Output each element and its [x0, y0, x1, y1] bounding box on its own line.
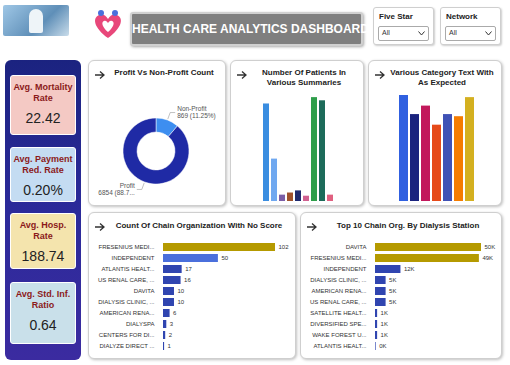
svg-text:FRESENIUS MEDI...: FRESENIUS MEDI... [98, 244, 154, 250]
html-text:Avg. Hosp. Rate: Avg. Hosp. Rate [19, 220, 67, 241]
svg-text:DIALYSPA: DIALYSPA [126, 321, 154, 327]
svg-text:5K: 5K [389, 288, 396, 294]
html-text:All: All [449, 29, 457, 36]
html-text:Avg. Std. Inf. Ratio: Avg. Std. Inf. Ratio [15, 289, 71, 310]
svg-text:2: 2 [169, 332, 173, 338]
svg-text:ATLANTIS HEALT...: ATLANTIS HEALT... [313, 343, 366, 349]
svg-text:1K: 1K [381, 310, 388, 316]
svg-text:102: 102 [279, 244, 290, 250]
html-text:Avg. Mortality Rate: Avg. Mortality Rate [13, 82, 73, 103]
svg-text:50K: 50K [485, 244, 496, 250]
html-text:Profit Vs Non-Profit Count: Profit Vs Non-Profit Count [114, 68, 214, 77]
svg-text:INDEPENDENT: INDEPENDENT [323, 266, 366, 272]
svg-text:17: 17 [185, 266, 192, 272]
svg-text:US RENAL CARE, ...: US RENAL CARE, ... [98, 277, 155, 283]
svg-text:DAVITA: DAVITA [134, 288, 155, 294]
svg-text:DIALYSIS CLINIC, ...: DIALYSIS CLINIC, ... [310, 277, 367, 283]
svg-text:SATELLITE HEALT...: SATELLITE HEALT... [310, 310, 366, 316]
html-text:HEALTH CARE ANALYTICS DASHBOAR: HEALTH CARE ANALYTICS DASHBOARD [132, 22, 369, 36]
svg-text:12K: 12K [404, 266, 415, 272]
svg-text:DIALYZE DIRECT ...: DIALYZE DIRECT ... [99, 343, 154, 349]
svg-text:1K: 1K [381, 332, 388, 338]
svg-text:DIALYSIS CLINIC, ...: DIALYSIS CLINIC, ... [98, 299, 155, 305]
svg-text:6: 6 [173, 310, 177, 316]
svg-text:5K: 5K [389, 277, 396, 283]
svg-text:10: 10 [177, 299, 184, 305]
svg-text:DAVITA: DAVITA [346, 244, 367, 250]
svg-text:5K: 5K [389, 299, 396, 305]
html-text:Number Of Patients In Various: Number Of Patients In Various Summaries [262, 68, 346, 87]
svg-text:CENTERS FOR DI...: CENTERS FOR DI... [99, 332, 155, 338]
html-text:0.20%: 0.20% [23, 182, 63, 198]
svg-text:1K: 1K [381, 321, 388, 327]
html-text:Avg. Payment Red. Rate: Avg. Payment Red. Rate [13, 154, 73, 175]
svg-text:US RENAL CARE, ...: US RENAL CARE, ... [310, 299, 367, 305]
html-text:All: All [382, 29, 390, 36]
svg-text:AMERICAN RENA...: AMERICAN RENA... [99, 310, 154, 316]
svg-text:WAKE FOREST U...: WAKE FOREST U... [312, 332, 367, 338]
svg-text:0K: 0K [379, 343, 386, 349]
svg-text:Profit6854 (88.7...: Profit6854 (88.7... [98, 182, 135, 197]
svg-text:10: 10 [177, 288, 184, 294]
html-text:Network: Network [446, 12, 478, 21]
svg-text:3: 3 [170, 321, 174, 327]
svg-text:16: 16 [184, 277, 191, 283]
html-text:Count Of Chain Organization Wi: Count Of Chain Organization With No Scor… [115, 221, 283, 230]
html-text:22.42: 22.42 [25, 110, 61, 126]
svg-text:DIVERSIFIED SPE...: DIVERSIFIED SPE... [310, 321, 367, 327]
html-text:Various Category Text With As: Various Category Text With As Expected [390, 68, 494, 87]
svg-text:ATLANTIS HEALT...: ATLANTIS HEALT... [101, 266, 154, 272]
html-text:Top 10 Chain Org. By Dialysis: Top 10 Chain Org. By Dialysis Station [336, 221, 480, 230]
html-text:188.74: 188.74 [21, 248, 65, 264]
svg-text:AMERICAN RENA...: AMERICAN RENA... [311, 288, 366, 294]
svg-text:50: 50 [221, 255, 228, 261]
html-text:0.64: 0.64 [29, 317, 57, 333]
svg-text:1: 1 [168, 343, 172, 349]
svg-text:Non-Profit869 (11.25%): Non-Profit869 (11.25%) [177, 105, 216, 120]
svg-text:49K: 49K [482, 255, 493, 261]
svg-text:FRESENIUS MEDI...: FRESENIUS MEDI... [310, 255, 366, 261]
html-text:Five Star: Five Star [379, 12, 413, 21]
svg-text:INDEPENDENT: INDEPENDENT [111, 255, 154, 261]
